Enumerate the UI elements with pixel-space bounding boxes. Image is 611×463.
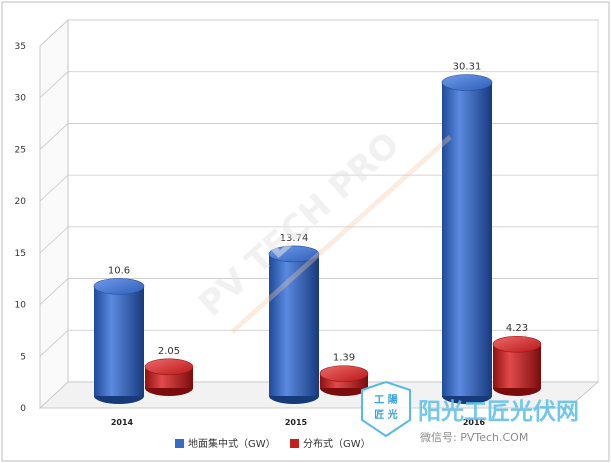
gridline-depth-0 [39, 381, 69, 409]
data-label-ground-2015: 13.74 [280, 233, 309, 244]
data-label-distributed-2015: 1.39 [333, 353, 355, 364]
bar-ground-2015 [268, 245, 320, 404]
bar-top [144, 358, 194, 376]
x-category-label-2015: 2015 [285, 418, 308, 427]
data-label-distributed-2016: 4.23 [506, 323, 528, 334]
logo-text-top: 工 陽 [374, 394, 397, 406]
gridline-depth-30 [39, 71, 69, 99]
bar-distributed-2014 [144, 358, 194, 396]
plot-side-wall [39, 19, 69, 409]
y-tick-label-20: 20 [15, 197, 27, 207]
y-tick-label-25: 25 [15, 145, 26, 155]
gridline-depth-35 [39, 19, 69, 47]
y-tick-label-10: 10 [15, 301, 27, 311]
bar-body [94, 286, 144, 396]
bars [93, 74, 542, 404]
y-tick-label-35: 35 [15, 42, 26, 52]
bar-distributed-2015 [319, 365, 369, 396]
data-labels: 10.6 13.74 30.31 2.05 1.39 4.23 [108, 62, 528, 364]
gridline-depth-20 [39, 174, 69, 202]
data-label-distributed-2014: 2.05 [158, 346, 180, 357]
logo-text-bottom: 匠 光 [374, 408, 397, 421]
data-label-ground-2014: 10.6 [108, 265, 130, 276]
legend: 地面集中式（GW） 分布式（GW） [175, 437, 371, 450]
legend-label-distributed: 分布式（GW） [303, 437, 371, 450]
watermark-stripe [230, 135, 452, 334]
bar-top [441, 74, 493, 91]
bar-body [269, 253, 319, 396]
watermark-logo: 工 陽 匠 光 [361, 380, 411, 438]
gridline-depth-10 [39, 278, 69, 305]
y-tick-label-15: 15 [15, 249, 26, 259]
legend-label-ground: 地面集中式（GW） [188, 437, 276, 450]
y-axis-ticks: 0 5 10 15 20 25 30 35 [15, 42, 27, 414]
gridline-depth-15 [39, 226, 69, 254]
bar-ground-2014 [93, 278, 145, 404]
bar-distributed-2016 [492, 335, 542, 396]
legend-swatch-ground [175, 439, 184, 448]
watermark-brand-text: 阳光工匠光伏网 [418, 398, 579, 425]
y-tick-label-5: 5 [20, 352, 26, 362]
x-category-label-2014: 2014 [111, 418, 134, 427]
data-label-ground-2016: 30.31 [453, 62, 482, 73]
gridline-depth-25 [39, 123, 69, 150]
bar-top [268, 245, 320, 263]
gridline-depth-5 [39, 329, 69, 357]
x-category-label-2016: 2016 [463, 418, 486, 427]
x-axis-categories: 2014 2015 2016 [111, 418, 486, 427]
bar-body [442, 82, 492, 397]
y-tick-label-30: 30 [15, 94, 27, 104]
bar-top [93, 278, 145, 295]
bar-top [319, 365, 369, 382]
watermark-wechat-text: 微信号: PVTech.COM [420, 430, 528, 444]
logo-shield-icon [361, 380, 411, 438]
y-tick-label-0: 0 [20, 404, 26, 414]
legend-swatch-distributed [290, 439, 299, 448]
bar-top [492, 335, 542, 353]
bar-ground-2016 [441, 74, 493, 404]
